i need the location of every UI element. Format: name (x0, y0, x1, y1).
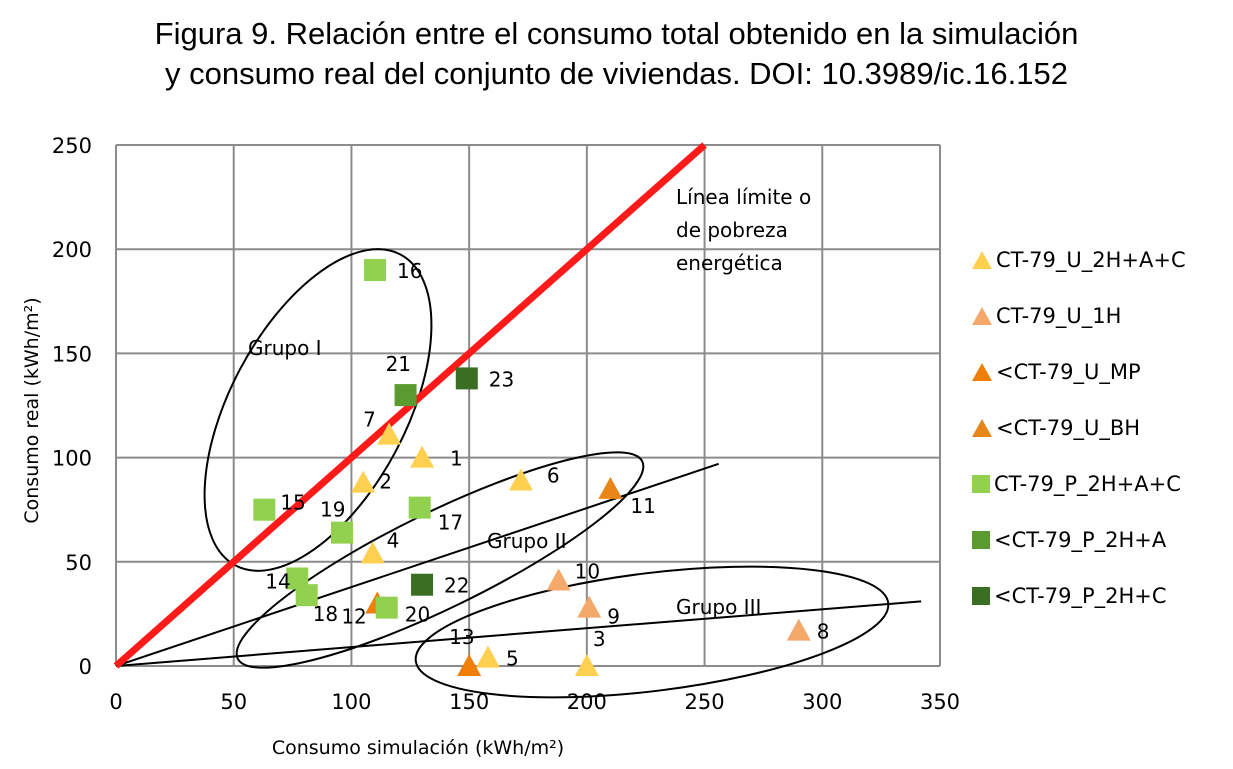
x-tick-label: 100 (331, 690, 371, 714)
title-line-2: y consumo real del conjunto de viviendas… (165, 56, 1068, 91)
x-tick-label: 300 (802, 690, 842, 714)
triangle-marker (574, 654, 599, 676)
legend-item: <CT-79_U_MP (972, 344, 1232, 400)
x-tick-label: 250 (685, 690, 725, 714)
point-label: 17 (438, 511, 463, 535)
point-label: 23 (489, 367, 514, 391)
legend-item: CT-79_U_1H (972, 288, 1232, 344)
x-tick-label: 0 (109, 690, 122, 714)
legend-triangle-marker (972, 251, 992, 269)
point-label: 5 (506, 647, 519, 671)
trend-line-2 (115, 600, 922, 667)
triangle-marker (786, 618, 811, 641)
point-label: 7 (363, 408, 376, 432)
limit-line-annotation: de pobreza (676, 218, 788, 242)
y-tick-label: 200 (52, 238, 92, 262)
point-label: 19 (320, 498, 345, 522)
point-label: 21 (386, 352, 411, 376)
square-marker (363, 259, 386, 282)
triangle-marker (475, 645, 500, 668)
triangle-marker (457, 654, 482, 676)
group-label: Grupo III (676, 595, 761, 619)
point-label: 1 (450, 447, 463, 471)
triangle-marker (360, 541, 385, 564)
y-tick-label: 100 (52, 447, 92, 471)
point-label: 12 (341, 604, 366, 628)
legend-label: CT-79_U_2H+A+C (996, 248, 1186, 272)
legend-item: CT-79_P_2H+A+C (972, 456, 1232, 512)
legend-item: <CT-79_P_2H+A (972, 512, 1232, 568)
point-label: 18 (313, 602, 338, 626)
group-label: Grupo I (248, 336, 322, 360)
trend-line-1 (115, 462, 720, 667)
legend-item: <CT-79_U_BH (972, 400, 1232, 456)
triangle-marker (577, 595, 602, 618)
legend: CT-79_U_2H+A+C CT-79_U_1H <CT-79_U_MP <CT-7… (972, 232, 1232, 624)
triangle-marker (598, 476, 623, 499)
point-label: 3 (593, 627, 606, 651)
square-marker (408, 496, 431, 519)
square-marker (411, 573, 434, 596)
group-iii-ellipse (414, 565, 890, 699)
legend-label: CT-79_P_2H+A+C (994, 472, 1181, 496)
point-label: 9 (607, 605, 620, 629)
limit-line-annotation: energética (676, 251, 783, 275)
square-marker (295, 584, 318, 607)
legend-label: <CT-79_P_2H+C (994, 584, 1167, 608)
legend-square-marker (972, 587, 990, 605)
triangle-marker (508, 468, 533, 491)
point-label: 13 (449, 625, 474, 649)
title-line-1: Figura 9. Relación entre el consumo tota… (154, 16, 1079, 51)
square-marker (286, 567, 309, 590)
chart-title: Figura 9. Relación entre el consumo tota… (0, 14, 1233, 94)
square-marker (455, 367, 478, 390)
point-label: 2 (379, 470, 392, 494)
y-tick-label: 250 (52, 134, 92, 158)
point-label: 20 (405, 603, 430, 627)
legend-label: <CT-79_P_2H+A (994, 528, 1167, 552)
legend-label: <CT-79_U_MP (996, 360, 1141, 384)
legend-item: CT-79_U_2H+A+C (972, 232, 1232, 288)
y-tick-label: 50 (65, 551, 92, 575)
group-label: Grupo II (487, 529, 566, 553)
triangle-marker (546, 568, 571, 591)
point-label: 8 (817, 620, 830, 644)
legend-square-marker (972, 475, 990, 493)
point-label: 4 (387, 528, 400, 552)
x-tick-label: 350 (920, 690, 960, 714)
square-marker (375, 596, 398, 619)
y-tick-label: 0 (79, 655, 92, 679)
legend-square-marker (972, 531, 990, 549)
point-label: 15 (280, 491, 305, 515)
legend-triangle-marker (972, 419, 992, 437)
y-axis-label: Consumo real (kWh/m²) (21, 297, 43, 523)
square-marker (253, 498, 276, 521)
triangle-marker (351, 470, 376, 493)
y-tick-label: 150 (52, 342, 92, 366)
legend-item: <CT-79_P_2H+C (972, 568, 1232, 624)
point-label: 6 (547, 464, 560, 488)
triangle-marker (410, 445, 435, 468)
point-label: 14 (265, 569, 290, 593)
limit-line-annotation: Línea límite o (676, 185, 811, 209)
x-tick-label: 50 (220, 690, 247, 714)
group-i-ellipse (203, 248, 433, 572)
x-tick-label: 150 (449, 690, 489, 714)
point-label: 16 (397, 259, 422, 283)
point-label: 22 (444, 574, 469, 598)
triangle-marker (377, 422, 402, 445)
legend-label: <CT-79_U_BH (996, 416, 1141, 440)
legend-label: CT-79_U_1H (996, 304, 1122, 328)
legend-triangle-marker (972, 307, 992, 325)
point-label: 10 (575, 560, 600, 584)
legend-triangle-marker (972, 363, 992, 381)
square-marker (331, 521, 354, 544)
x-axis-label: Consumo simulación (kWh/m²) (272, 737, 564, 759)
point-label: 11 (630, 494, 655, 518)
x-tick-label: 200 (567, 690, 607, 714)
square-marker (394, 384, 417, 407)
